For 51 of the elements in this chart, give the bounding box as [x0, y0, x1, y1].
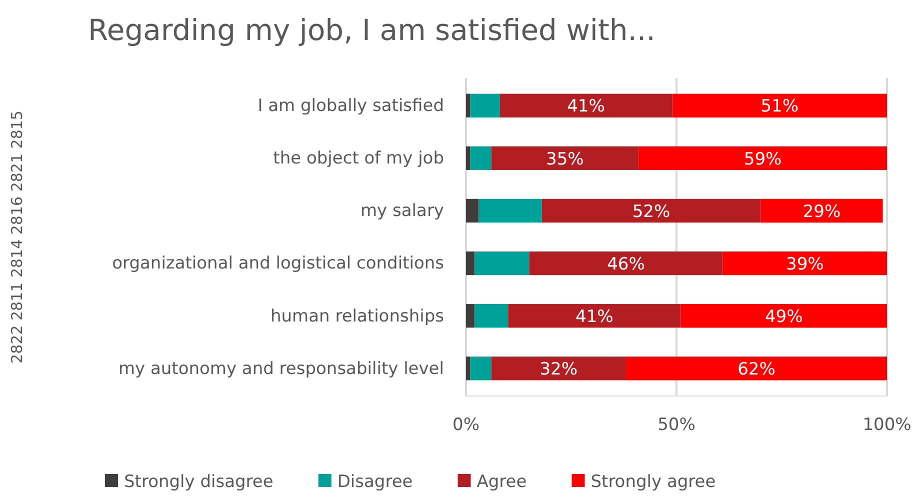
bar [470, 356, 492, 380]
bar [478, 198, 542, 223]
bar [474, 304, 508, 328]
y-tick-label: I am globally satisfied [258, 96, 444, 116]
bar [470, 94, 500, 118]
data-label: 49% [764, 306, 803, 327]
data-label: 59% [744, 149, 782, 170]
legend-label: Disagree [337, 472, 413, 492]
bar [529, 251, 723, 276]
data-label: 35% [546, 149, 584, 170]
y-tick-label: organizational and logistical conditions [112, 254, 444, 274]
bar [542, 198, 761, 223]
legend-label: Strongly disagree [124, 472, 274, 492]
bar [466, 146, 470, 170]
bar [466, 251, 474, 276]
data-label: 51% [760, 96, 799, 117]
y-tick-label: my autonomy and responsability level [118, 358, 444, 379]
x-tick-label: 50% [658, 415, 696, 436]
bar [680, 304, 887, 328]
y-tick-label: human relationships [270, 306, 444, 326]
legend-label: Agree [476, 472, 527, 492]
data-label: 41% [567, 96, 605, 117]
data-label: 46% [607, 254, 645, 274]
bar [491, 146, 639, 170]
bar [470, 146, 492, 170]
x-tick-label: 0% [452, 415, 480, 436]
bar [626, 356, 887, 380]
legend-label: Strongly agree [590, 472, 716, 492]
bar [491, 356, 626, 380]
bar [722, 251, 887, 276]
bar [466, 356, 470, 380]
bar [474, 251, 530, 276]
bar [672, 94, 887, 118]
bar [638, 146, 887, 170]
bar [466, 304, 474, 328]
bar [500, 94, 672, 118]
bar [466, 94, 470, 118]
y-tick-label: my salary [360, 201, 444, 222]
data-label: 29% [802, 202, 841, 222]
data-label: 62% [738, 360, 776, 380]
data-label: 41% [576, 306, 614, 327]
x-tick-label: 100% [862, 415, 912, 436]
bar [508, 304, 681, 328]
data-label: 39% [786, 254, 824, 274]
bar [760, 198, 883, 223]
y-tick-label: the object of my job [273, 148, 444, 169]
data-label: 32% [540, 360, 578, 380]
bar [466, 198, 479, 223]
data-label: 52% [632, 202, 670, 222]
chart-title: Regarding my job, I am satisfied with... [88, 13, 656, 47]
text: 2822 2811 2814 2816 2821 2815 [8, 110, 26, 364]
